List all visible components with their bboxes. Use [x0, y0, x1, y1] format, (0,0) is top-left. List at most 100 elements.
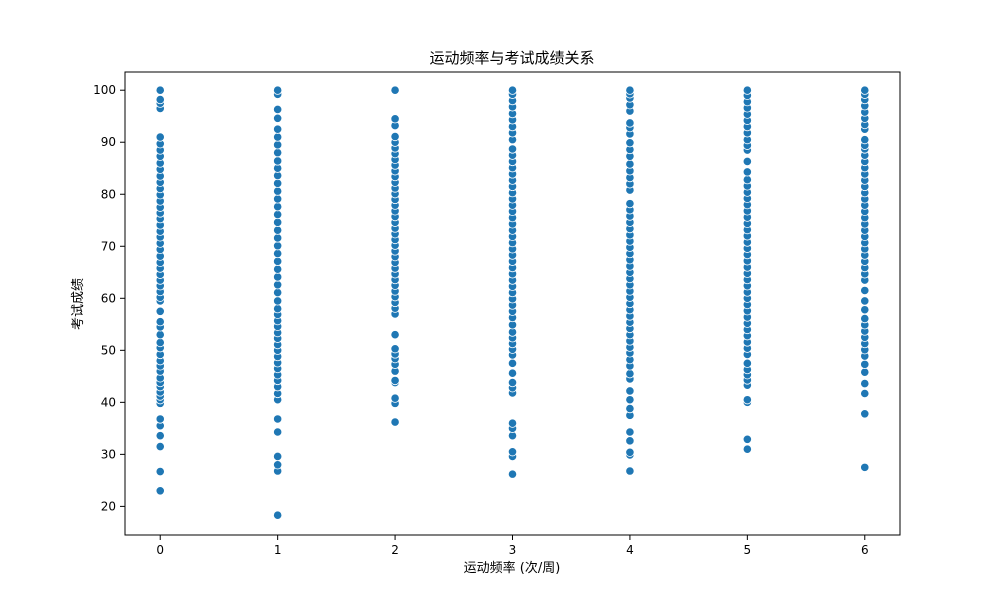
data-point [273, 217, 283, 227]
y-tick-label: 70 [101, 239, 116, 253]
y-tick-label: 60 [101, 291, 116, 305]
data-point [155, 132, 165, 142]
data-point [390, 85, 400, 95]
data-point [273, 427, 283, 437]
data-point [742, 358, 752, 368]
data-point [273, 194, 283, 204]
data-point [273, 296, 283, 306]
data-point [273, 510, 283, 520]
data-point [507, 358, 518, 368]
data-point [625, 427, 635, 437]
data-point [860, 359, 870, 369]
data-point [507, 469, 518, 479]
data-point [742, 395, 752, 405]
data-point [625, 436, 635, 446]
data-point [273, 178, 283, 188]
data-point [273, 272, 283, 282]
x-tick-label: 2 [391, 543, 399, 557]
data-point [273, 451, 283, 462]
data-point [155, 317, 165, 327]
data-point [273, 113, 283, 123]
x-tick-label: 0 [156, 543, 164, 557]
data-point [155, 431, 165, 441]
data-point [273, 225, 283, 235]
data-point [742, 85, 752, 95]
data-point [390, 417, 400, 427]
data-point [273, 209, 283, 220]
y-axis: 20 30 40 50 60 70 80 90 100 [93, 83, 125, 513]
y-axis-title: 考试成绩 [71, 278, 86, 330]
data-point [742, 167, 752, 177]
data-point [390, 344, 400, 354]
data-point [860, 305, 870, 315]
y-tick-label: 90 [101, 135, 116, 149]
data-point [625, 138, 635, 148]
y-tick-label: 40 [101, 395, 116, 409]
data-point [625, 118, 635, 128]
data-point [625, 386, 635, 396]
y-tick-label: 30 [101, 447, 116, 461]
data-point [625, 369, 635, 379]
data-point [507, 447, 518, 457]
data-point [390, 393, 400, 403]
data-point [860, 296, 870, 306]
x-tick-label: 6 [861, 543, 869, 557]
data-point [273, 248, 283, 259]
data-point [860, 379, 870, 389]
y-tick-label: 20 [101, 499, 116, 513]
data-point [860, 85, 870, 95]
data-point [155, 486, 165, 496]
data-point [155, 441, 165, 452]
data-point [155, 414, 165, 424]
data-point [507, 85, 518, 95]
data-point [273, 287, 283, 298]
x-tick-label: 3 [509, 543, 517, 557]
x-tick-label: 4 [626, 543, 634, 557]
x-tick-label: 1 [274, 543, 282, 557]
data-point [273, 104, 283, 115]
data-point [273, 156, 283, 166]
data-point [273, 414, 283, 424]
data-point [390, 114, 400, 124]
data-point [860, 135, 870, 145]
data-point [273, 460, 283, 470]
data-point [860, 388, 870, 399]
data-point [625, 466, 635, 476]
data-point [273, 304, 283, 314]
data-point [155, 466, 165, 477]
data-point [860, 409, 870, 419]
data-point [155, 306, 165, 316]
data-point [273, 280, 283, 290]
data-point [273, 124, 283, 134]
data-point [273, 85, 283, 95]
data-point [155, 337, 165, 348]
data-point [625, 403, 635, 414]
data-point [273, 264, 283, 274]
data-point [390, 330, 400, 340]
data-point [507, 368, 518, 378]
data-point [390, 131, 400, 142]
data-point [273, 132, 283, 142]
data-point [273, 148, 283, 158]
data-point [742, 444, 752, 454]
data-point [155, 94, 165, 105]
y-tick-label: 100 [93, 83, 116, 97]
data-point [273, 233, 283, 243]
data-point [860, 367, 870, 377]
data-point [742, 175, 752, 185]
data-point [273, 186, 283, 196]
data-point [507, 377, 518, 388]
data-point [860, 285, 870, 296]
data-point [390, 375, 400, 386]
data-point [860, 462, 870, 472]
data-point [625, 199, 635, 209]
data-point [155, 85, 165, 95]
y-tick-label: 50 [101, 343, 116, 357]
data-point [155, 330, 165, 340]
x-axis: 0 1 2 3 4 5 6 [156, 535, 869, 557]
points-layer [155, 85, 870, 520]
x-tick-label: 5 [744, 543, 752, 557]
data-point [625, 395, 635, 405]
data-point [860, 313, 870, 324]
